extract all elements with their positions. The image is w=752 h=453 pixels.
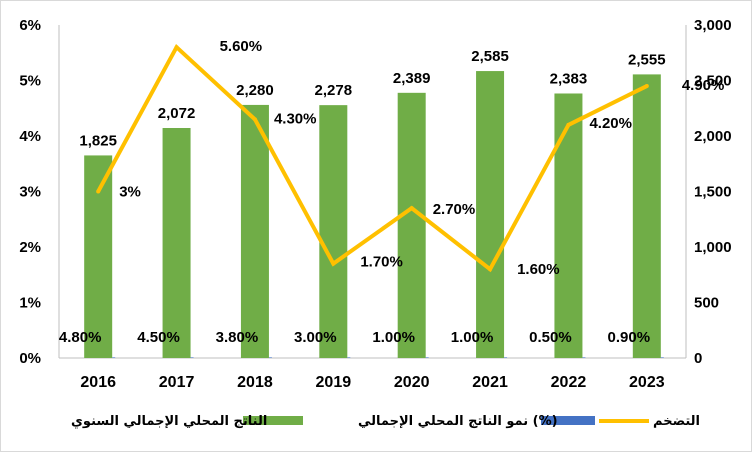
bar-growth xyxy=(112,357,116,358)
bar-gdp xyxy=(397,92,426,359)
line-data-label: 4.90% xyxy=(682,77,725,94)
growth-data-label: 4.50% xyxy=(137,329,180,346)
right-tick-label: 1,500 xyxy=(694,184,732,201)
left-tick-label: 2% xyxy=(19,239,41,256)
bar-growth xyxy=(504,357,508,358)
left-tick-label: 4% xyxy=(19,128,41,145)
right-tick-label: 2,000 xyxy=(694,128,732,145)
bar-gdp xyxy=(84,155,113,358)
bar-gdp xyxy=(162,128,191,358)
line-data-label: 4.20% xyxy=(589,115,632,132)
bar-data-label: 2,389 xyxy=(393,70,431,87)
x-tick-label: 2020 xyxy=(394,374,430,391)
line-point xyxy=(488,267,493,272)
bar-growth xyxy=(425,357,429,358)
line-point xyxy=(96,189,101,194)
bar-gdp xyxy=(476,71,505,358)
x-tick-label: 2019 xyxy=(316,374,352,391)
bar-data-label: 2,072 xyxy=(158,105,196,122)
bar-data-label: 2,585 xyxy=(471,48,509,65)
line-point xyxy=(409,206,414,211)
right-tick-label: 0 xyxy=(694,350,702,367)
left-tick-label: 6% xyxy=(19,17,41,34)
bar-gdp xyxy=(319,105,348,358)
line-data-label: 1.70% xyxy=(360,254,403,271)
left-tick-label: 5% xyxy=(19,73,41,90)
bar-data-label: 2,280 xyxy=(236,82,274,99)
line-point xyxy=(331,261,336,266)
line-data-label: 2.70% xyxy=(433,201,476,218)
growth-data-label: 4.80% xyxy=(59,329,102,346)
growth-data-label: 0.90% xyxy=(608,329,651,346)
left-tick-label: 3% xyxy=(19,184,41,201)
right-tick-label: 500 xyxy=(694,295,719,312)
line-point xyxy=(174,45,179,50)
right-tick-label: 3,000 xyxy=(694,17,732,34)
growth-data-label: 1.00% xyxy=(451,329,494,346)
legend-swatch-growth xyxy=(541,416,595,425)
left-tick-label: 1% xyxy=(19,295,41,312)
growth-data-label: 3.80% xyxy=(216,329,259,346)
legend-label-gdp: الناتج المحلي الإجمالي السنوي xyxy=(71,414,267,429)
right-tick-label: 1,000 xyxy=(694,239,732,256)
x-tick-label: 2021 xyxy=(472,374,508,391)
line-point xyxy=(644,84,649,89)
line-data-label: 5.60% xyxy=(220,38,263,55)
x-tick-label: 2016 xyxy=(80,374,116,391)
bar-gdp xyxy=(632,74,661,359)
line-data-label: 4.30% xyxy=(274,110,317,127)
left-tick-label: 0% xyxy=(19,350,41,367)
bar-data-label: 2,555 xyxy=(628,51,666,68)
bar-growth xyxy=(268,357,272,358)
bar-gdp xyxy=(240,104,269,358)
x-tick-label: 2018 xyxy=(237,374,273,391)
legend-label-inflation: التضخم xyxy=(653,414,700,429)
line-inflation xyxy=(96,43,648,273)
bar-growth xyxy=(582,357,586,358)
line-data-label: 3% xyxy=(119,184,141,201)
bar-growth xyxy=(660,357,664,358)
bar-data-label: 2,383 xyxy=(550,70,588,87)
legend-label-growth: نمو الناتج المحلي الإجمالي (%) xyxy=(358,414,558,429)
line-point xyxy=(566,122,571,127)
bar-growth xyxy=(190,357,194,358)
x-tick-label: 2022 xyxy=(551,374,587,391)
x-tick-label: 2017 xyxy=(159,374,195,391)
bar-growth xyxy=(347,357,351,358)
line-data-label: 1.60% xyxy=(517,261,560,278)
bar-data-label: 2,278 xyxy=(315,82,353,99)
right-tick-label: 2,500 xyxy=(694,73,732,90)
growth-data-label: 3.00% xyxy=(294,329,337,346)
bar-gdp xyxy=(554,93,583,358)
legend-swatch-gdp xyxy=(243,416,303,425)
growth-data-label: 1.00% xyxy=(372,329,415,346)
bar-data-label: 1,825 xyxy=(79,132,117,149)
x-tick-label: 2023 xyxy=(629,374,665,391)
line-point xyxy=(252,117,257,122)
growth-data-label: 0.50% xyxy=(529,329,572,346)
